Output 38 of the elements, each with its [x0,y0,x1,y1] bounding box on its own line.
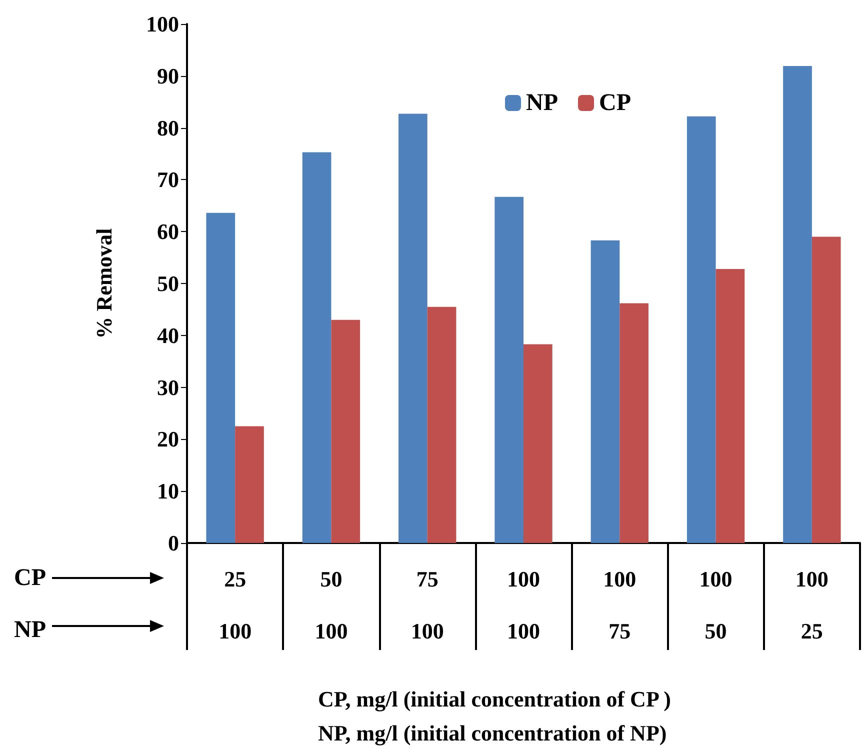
bar [590,240,620,543]
y-tick-label: 80 [157,115,179,140]
bar [206,212,236,543]
y-tick-label: 0 [168,530,179,556]
bar [686,116,716,543]
category-label: 100 75 [603,566,636,644]
text: CP [14,565,46,591]
y-tick-label: 90 [157,63,179,88]
bar [235,426,264,543]
y-tick-label: 20 [157,426,179,452]
y-tick-label: 100 [146,12,179,36]
y-tick-label: 10 [157,478,179,504]
y-tick-label: 50 [157,271,179,296]
legend-label: NP [526,90,558,116]
y-tick-label: 70 [157,167,179,192]
bar [524,344,552,543]
bar [398,114,428,543]
legend-label: CP [598,90,631,116]
bar [494,196,524,543]
text: NP [14,617,46,643]
bar [302,152,332,543]
bar [331,320,360,543]
category-label: 100 100 [507,566,540,644]
bar [620,303,648,543]
y-tick-label: 30 [157,374,179,400]
category-label: 100 50 [699,566,732,644]
category-label: 50 100 [314,566,348,644]
y-axis-title: % Removal [92,228,116,339]
bar [783,66,812,543]
bar [716,268,745,543]
category-label: 75 100 [410,566,444,644]
text: CP, mg/l (initial concentration of CP ) NP, mg/l (initial concentration of NP) [318,686,671,746]
y-tick-label: 40 [157,322,179,348]
y-tick-label: 60 [157,219,179,244]
category-label: 100 25 [795,566,828,644]
bar [812,236,841,543]
bar [427,306,456,543]
category-label: 25 100 [218,566,252,644]
